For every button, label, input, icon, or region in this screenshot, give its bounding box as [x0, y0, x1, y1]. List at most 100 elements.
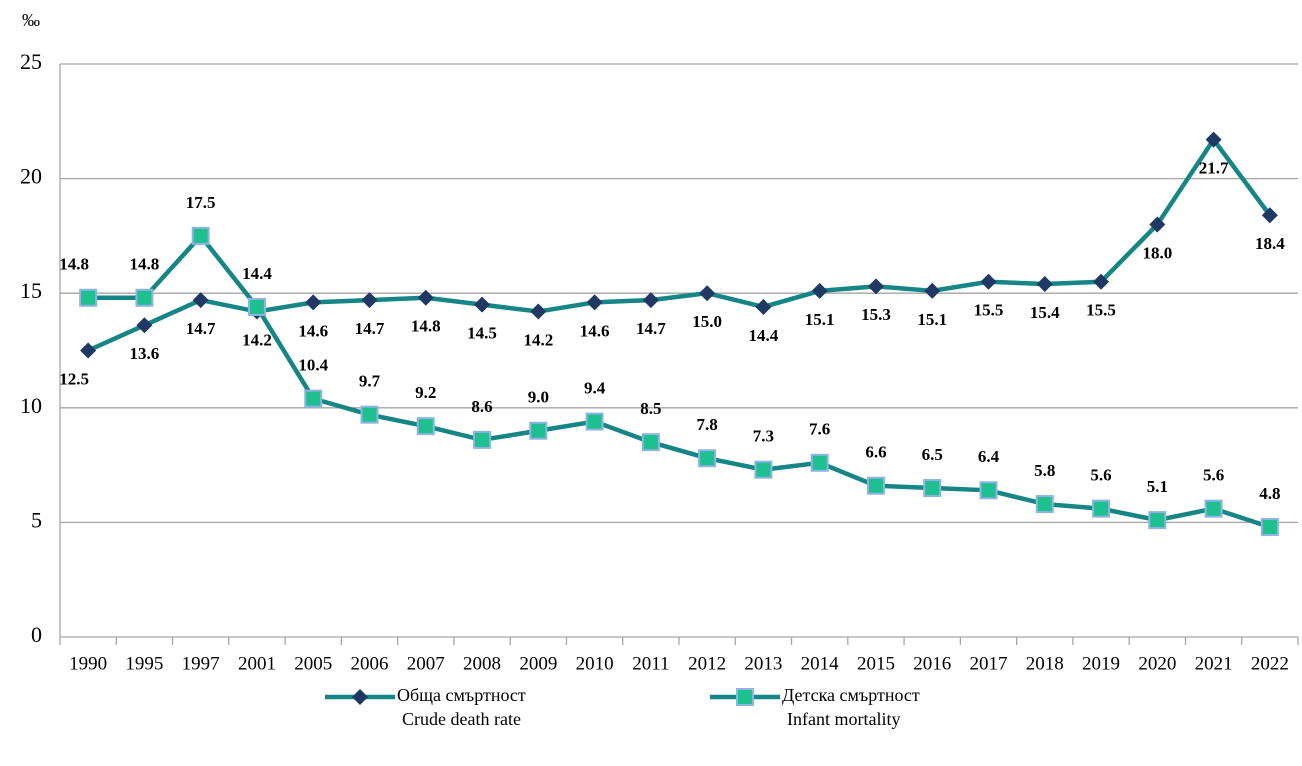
- data-label: 14.6: [298, 321, 328, 340]
- data-point: [924, 282, 941, 299]
- data-point: [1092, 499, 1111, 518]
- x-tick-label: 2016: [913, 653, 951, 674]
- data-label: 14.4: [749, 326, 779, 345]
- y-axis-label: ‰: [22, 10, 40, 30]
- data-point: [416, 417, 435, 436]
- data-label: 21.7: [1199, 159, 1229, 178]
- data-label: 9.4: [584, 378, 606, 397]
- data-label: 6.6: [865, 443, 886, 462]
- data-point: [1035, 495, 1054, 514]
- data-point: [1204, 499, 1223, 518]
- data-point: [755, 298, 772, 315]
- data-label: 15.0: [692, 312, 722, 331]
- data-point: [810, 453, 829, 472]
- data-point: [866, 476, 885, 495]
- x-tick-label: 2008: [463, 653, 501, 674]
- data-point: [698, 449, 717, 468]
- x-tick-label: 2014: [801, 653, 840, 674]
- data-label: 12.5: [59, 369, 89, 388]
- data-label: 14.8: [130, 255, 160, 274]
- data-point: [360, 405, 379, 424]
- data-label: 14.8: [59, 255, 89, 274]
- data-point: [135, 288, 154, 307]
- data-label: 18.4: [1255, 234, 1285, 253]
- data-label: 17.5: [186, 193, 216, 212]
- x-tick-label: 1995: [125, 653, 163, 674]
- x-tick-label: 2006: [351, 653, 389, 674]
- data-point: [867, 278, 884, 295]
- x-tick-label: 1997: [182, 653, 220, 674]
- legend-marker: [352, 689, 368, 705]
- legend-label: Infant mortality: [787, 709, 900, 729]
- x-tick-label: 2015: [857, 653, 895, 674]
- data-label: 5.6: [1090, 466, 1111, 485]
- data-label: 8.6: [471, 397, 492, 416]
- data-point: [811, 282, 828, 299]
- data-label: 14.2: [523, 330, 553, 349]
- data-label: 14.6: [580, 321, 610, 340]
- data-point: [586, 294, 603, 311]
- data-point: [1261, 207, 1278, 224]
- x-tick-label: 2020: [1138, 653, 1176, 674]
- legend-label: Обща смъртност: [397, 685, 526, 705]
- data-label: 15.5: [1086, 301, 1116, 320]
- data-label: 9.0: [528, 388, 549, 407]
- data-point: [192, 292, 209, 309]
- x-tick-label: 2005: [294, 653, 332, 674]
- data-label: 7.6: [809, 420, 830, 439]
- data-point: [1148, 511, 1167, 530]
- data-point: [980, 273, 997, 290]
- data-point: [979, 481, 998, 500]
- data-label: 9.7: [359, 372, 381, 391]
- y-tick-label: 25: [20, 49, 42, 74]
- data-label: 15.1: [917, 310, 947, 329]
- data-label: 4.8: [1259, 484, 1280, 503]
- legend-label: Детска смъртност: [782, 685, 920, 705]
- data-point: [642, 292, 659, 309]
- data-label: 15.3: [861, 305, 891, 324]
- data-point: [304, 389, 323, 408]
- data-point: [136, 317, 153, 334]
- data-point: [417, 289, 434, 306]
- data-point: [1205, 131, 1222, 148]
- data-point: [305, 294, 322, 311]
- x-tick-label: 2017: [970, 653, 1008, 674]
- x-tick-label: 1990: [69, 653, 107, 674]
- x-tick-label: 2010: [576, 653, 614, 674]
- x-tick-label: 2011: [632, 653, 669, 674]
- data-label: 15.5: [974, 301, 1004, 320]
- data-point: [474, 296, 491, 313]
- data-point: [641, 433, 660, 452]
- data-label: 14.7: [636, 319, 666, 338]
- data-point: [80, 342, 97, 359]
- data-label: 5.8: [1034, 461, 1055, 480]
- data-point: [473, 430, 492, 449]
- y-tick-label: 10: [20, 393, 42, 418]
- data-label: 10.4: [298, 356, 328, 375]
- data-label: 6.4: [978, 447, 1000, 466]
- data-label: 14.4: [242, 264, 272, 283]
- x-tick-label: 2021: [1195, 653, 1233, 674]
- data-point: [191, 226, 210, 245]
- data-label: 7.8: [697, 415, 718, 434]
- y-tick-label: 0: [31, 622, 42, 647]
- data-label: 15.4: [1030, 303, 1060, 322]
- data-label: 14.7: [186, 319, 216, 338]
- y-tick-label: 15: [20, 278, 42, 303]
- data-point: [1149, 216, 1166, 233]
- data-label: 14.8: [411, 317, 441, 336]
- x-tick-label: 2001: [238, 653, 276, 674]
- data-label: 5.1: [1147, 477, 1168, 496]
- data-label: 7.3: [753, 427, 774, 446]
- data-label: 14.5: [467, 324, 497, 343]
- data-point: [247, 297, 266, 316]
- data-point: [585, 412, 604, 431]
- data-label: 8.5: [640, 399, 661, 418]
- data-point: [1036, 276, 1053, 293]
- data-point: [699, 285, 716, 302]
- data-point: [361, 292, 378, 309]
- data-point: [1260, 517, 1279, 536]
- series-line: [87, 135, 1272, 353]
